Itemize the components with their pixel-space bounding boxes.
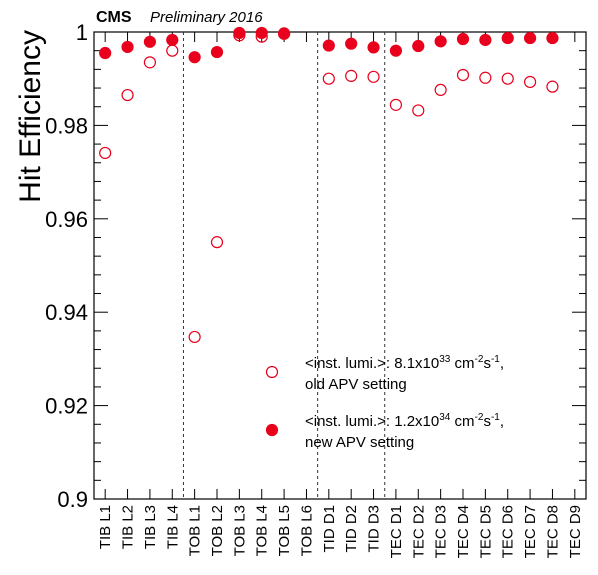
legend-new-line1: <inst. lumi.>: 1.2x1034 cm-2s-1, (305, 412, 504, 430)
x-tick-label: TEC D8 (544, 505, 561, 558)
data-point-old (345, 69, 358, 82)
data-point-new (121, 40, 134, 54)
x-tick-label: TID D2 (343, 505, 360, 553)
data-point-old (143, 56, 157, 69)
data-point-new (345, 37, 358, 50)
x-tick-label: TOB L4 (254, 505, 271, 556)
legend-new-line2: new APV setting (305, 434, 414, 451)
data-point-new (389, 44, 403, 57)
preliminary-label: Preliminary 2016 (150, 9, 263, 26)
x-tick-label: TOB L5 (276, 505, 293, 556)
x-tick-label: TIB L3 (142, 505, 159, 549)
y-axis-ticks: 0.9 0.92 0.94 0.96 0.98 1 (45, 20, 586, 512)
data-point-old (166, 44, 179, 57)
legend-old-line2: old APV setting (305, 376, 407, 393)
x-tick-label: TIB L2 (120, 505, 137, 549)
legend-old-unit: cm (450, 355, 474, 372)
x-tick-label: TIB L4 (164, 505, 181, 549)
data-point-new (479, 33, 492, 47)
y-tick-label: 1 (76, 20, 88, 45)
x-tick-label: TEC D4 (455, 505, 472, 558)
data-point-old (546, 80, 559, 93)
legend: <inst. lumi.>: 8.1x1033 cm-2s-1, old APV… (265, 354, 504, 451)
data-point-old (210, 236, 224, 249)
y-tick-label: 0.9 (57, 487, 88, 512)
x-tick-label: TID D3 (366, 505, 383, 553)
x-tick-label: TEC D1 (388, 505, 405, 558)
data-point-old (479, 71, 492, 84)
data-point-old (501, 72, 514, 85)
y-tick-label: 0.98 (45, 113, 88, 138)
legend-old-line1: <inst. lumi.>: 8.1x1033 cm-2s-1, (305, 354, 504, 372)
x-tick-label: TEC D7 (522, 505, 539, 558)
data-point-old (523, 75, 537, 89)
legend-old-tail: , (500, 355, 504, 372)
legend-new-end: s (483, 413, 491, 430)
data-point-new (143, 35, 157, 48)
data-point-old (389, 98, 403, 111)
y-tick-label: 0.96 (45, 207, 88, 232)
legend-marker-old (265, 365, 279, 379)
x-tick-label: TOB L2 (209, 505, 226, 556)
legend-old-unit-exp: -2 (475, 354, 484, 365)
data-point-new (546, 31, 559, 45)
data-point-new (166, 33, 179, 47)
data-point-new (322, 39, 335, 52)
legend-new-tail: , (500, 413, 504, 430)
data-point-old (434, 83, 447, 97)
plot-frame (93, 31, 587, 500)
x-tick-label: TEC D6 (500, 505, 517, 558)
legend-new-exp: 34 (439, 412, 451, 423)
x-tick-label: TOB L1 (187, 505, 204, 556)
x-axis-labels: TIB L1 TIB L2 TIB L3 TIB L4 TOB L1 TOB L2 TOB … (97, 505, 584, 558)
data-point-old (412, 104, 425, 117)
cms-label: CMS (96, 9, 132, 26)
legend-new-unit-exp: -2 (475, 412, 484, 423)
data-point-new (188, 51, 201, 64)
data-point-old (188, 330, 201, 344)
x-tick-label: TEC D3 (433, 505, 450, 558)
data-point-old (367, 70, 380, 83)
legend-old-end: s (483, 355, 491, 372)
legend-old-end-exp: -1 (491, 354, 500, 365)
legend-old-exp: 33 (439, 354, 451, 365)
legend-marker-new (265, 423, 279, 437)
data-point-new (501, 31, 514, 45)
data-point-new (99, 46, 112, 60)
data-point-new (523, 31, 537, 45)
plot-frame-group (93, 31, 587, 500)
legend-new-unit: cm (450, 413, 474, 430)
y-tick-label: 0.92 (45, 394, 88, 419)
data-point-new (277, 27, 291, 40)
data-point-new (210, 45, 224, 59)
data-point-old (456, 68, 470, 82)
legend-new-main: <inst. lumi.>: 1.2x10 (305, 413, 439, 430)
data-point-old (99, 146, 112, 160)
x-tick-label: TOB L6 (298, 505, 315, 556)
data-point-old (322, 72, 335, 85)
x-tick-label: TEC D9 (567, 505, 584, 558)
legend-old-main: <inst. lumi.>: 8.1x10 (305, 355, 439, 372)
x-tick-label: TEC D5 (477, 505, 494, 558)
x-tick-label: TID D1 (321, 505, 338, 553)
data-point-new (412, 39, 425, 53)
legend-new-end-exp: -1 (491, 412, 500, 423)
data-point-old (121, 88, 134, 102)
y-tick-label: 0.94 (45, 300, 88, 325)
data-point-new (367, 41, 380, 54)
y-axis-title: Hit Efficiency (14, 30, 47, 203)
x-tick-label: TOB L3 (231, 505, 248, 556)
data-point-new (456, 32, 470, 46)
data-point-new (434, 35, 447, 48)
x-tick-label: TEC D2 (410, 505, 427, 558)
data-point-new (255, 26, 268, 40)
data-points (99, 26, 559, 344)
x-tick-label: TIB L1 (97, 505, 114, 549)
data-point-new (233, 26, 246, 40)
